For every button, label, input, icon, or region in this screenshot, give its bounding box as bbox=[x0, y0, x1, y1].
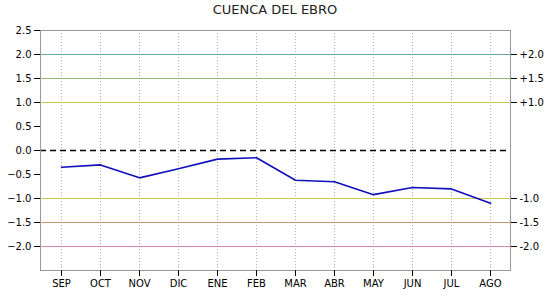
svg-text:OCT: OCT bbox=[90, 278, 112, 289]
svg-text:0.0: 0.0 bbox=[16, 145, 32, 156]
svg-text:1.5: 1.5 bbox=[16, 73, 32, 84]
svg-text:+1.0: +1.0 bbox=[520, 97, 544, 108]
svg-text:−1.0: −1.0 bbox=[7, 193, 31, 204]
svg-text:MAR: MAR bbox=[284, 278, 306, 289]
svg-text:2.5: 2.5 bbox=[16, 25, 32, 36]
svg-text:NOV: NOV bbox=[128, 278, 150, 289]
svg-text:-1.0: -1.0 bbox=[520, 193, 540, 204]
svg-text:JUN: JUN bbox=[403, 278, 422, 289]
svg-text:−0.5: −0.5 bbox=[7, 169, 31, 180]
svg-text:ENE: ENE bbox=[207, 278, 227, 289]
svg-text:AGO: AGO bbox=[479, 278, 501, 289]
svg-text:SEP: SEP bbox=[52, 278, 71, 289]
svg-text:+1.5: +1.5 bbox=[520, 73, 544, 84]
svg-text:1.0: 1.0 bbox=[16, 97, 32, 108]
svg-text:-2.0: -2.0 bbox=[520, 241, 540, 252]
svg-text:-1.5: -1.5 bbox=[520, 217, 540, 228]
svg-text:+2.0: +2.0 bbox=[520, 49, 544, 60]
svg-text:−2.0: −2.0 bbox=[7, 241, 31, 252]
svg-text:−1.5: −1.5 bbox=[7, 217, 31, 228]
svg-text:0.5: 0.5 bbox=[16, 121, 32, 132]
svg-text:JUL: JUL bbox=[443, 278, 460, 289]
svg-text:FEB: FEB bbox=[247, 278, 266, 289]
svg-text:ABR: ABR bbox=[324, 278, 345, 289]
html-text:CUENCA DEL EBRO: CUENCA DEL EBRO bbox=[212, 2, 338, 17]
svg-text:2.0: 2.0 bbox=[16, 49, 32, 60]
svg-text:MAY: MAY bbox=[363, 278, 385, 289]
svg-text:DIC: DIC bbox=[170, 278, 188, 289]
